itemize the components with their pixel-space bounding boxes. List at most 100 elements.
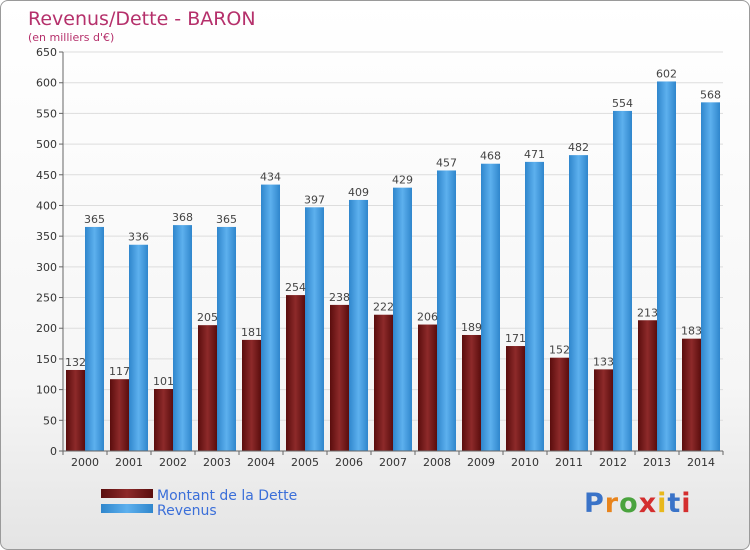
bar-dette-2013 (638, 320, 657, 451)
data-label-revenus-2000: 365 (84, 213, 105, 226)
bar-revenus-2012 (613, 110, 632, 451)
bar-revenus-2013 (657, 81, 676, 452)
y-tick-label: 50 (43, 414, 57, 427)
data-label-dette-2007: 222 (373, 301, 394, 314)
data-label-dette-2005: 254 (285, 281, 306, 294)
data-label-dette-2002: 101 (153, 375, 174, 388)
x-tick-label-2008: 2008 (423, 456, 451, 469)
x-tick-label-2013: 2013 (643, 456, 671, 469)
logo-letter: x (638, 488, 658, 519)
x-tick-label-2004: 2004 (247, 456, 275, 469)
bar-revenus-2000 (85, 226, 104, 451)
bar-dette-2006 (330, 304, 349, 451)
data-label-revenus-2010: 471 (524, 148, 545, 161)
bars: 132 365 117 336 101 368 205 365 181 434 254 397 238 4… (65, 67, 721, 452)
x-tick-label-2014: 2014 (687, 456, 715, 469)
bar-dette-2000 (66, 369, 85, 451)
logo-letter: P (584, 488, 605, 519)
bar-dette-2011 (550, 357, 569, 451)
y-tick-label: 650 (36, 46, 57, 59)
bar-dette-2009 (462, 334, 481, 451)
x-tick-label-2005: 2005 (291, 456, 319, 469)
bar-dette-2014 (682, 338, 701, 451)
data-label-revenus-2005: 397 (304, 193, 325, 206)
x-tick-label-2011: 2011 (555, 456, 583, 469)
data-label-revenus-2014: 568 (700, 88, 721, 101)
legend-label-revenus: Revenus (157, 503, 217, 519)
y-tick-label: 550 (36, 107, 57, 120)
data-label-dette-2008: 206 (417, 311, 438, 324)
data-label-dette-2014: 183 (681, 325, 702, 338)
bar-dette-2001 (110, 379, 129, 451)
bar-revenus-2011 (569, 155, 588, 451)
data-label-revenus-2007: 429 (392, 174, 413, 187)
bar-revenus-2008 (437, 170, 456, 452)
proxiti-logo: Proxiti (584, 488, 692, 519)
data-label-revenus-2011: 482 (568, 141, 589, 154)
y-axis: 0 50 100 150 200 250 300 350 400 450 500 550 600 650 (36, 46, 64, 458)
x-tick-label-2003: 2003 (203, 456, 231, 469)
x-tick-label-2002: 2002 (159, 456, 187, 469)
data-label-revenus-2013: 602 (656, 67, 677, 80)
data-label-dette-2003: 205 (197, 311, 218, 324)
bar-dette-2012 (594, 369, 613, 451)
bar-revenus-2006 (349, 199, 368, 451)
bar-dette-2005 (286, 295, 305, 451)
bar-revenus-2004 (261, 184, 280, 452)
chart-title: Revenus/Dette - BARON (28, 8, 256, 30)
x-tick-label-2012: 2012 (599, 456, 627, 469)
data-label-revenus-2012: 554 (612, 97, 633, 110)
data-label-dette-2000: 132 (65, 356, 86, 369)
data-label-dette-2012: 133 (593, 355, 614, 368)
y-tick-label: 300 (36, 261, 57, 274)
data-label-dette-2001: 117 (109, 365, 130, 378)
bar-revenus-2014 (701, 102, 720, 451)
bar-revenus-2005 (305, 207, 324, 451)
x-tick-label-2010: 2010 (511, 456, 539, 469)
y-tick-label: 200 (36, 322, 57, 335)
data-label-dette-2010: 171 (505, 332, 526, 345)
y-tick-label: 150 (36, 353, 57, 366)
data-label-revenus-2008: 457 (436, 156, 457, 169)
legend-swatch-revenus (101, 504, 153, 513)
bar-revenus-2009 (481, 163, 500, 451)
bar-revenus-2010 (525, 161, 544, 451)
data-label-dette-2009: 189 (461, 321, 482, 334)
legend-label-dette: Montant de la Dette (157, 488, 297, 504)
data-label-revenus-2002: 368 (172, 211, 193, 224)
data-label-revenus-2004: 434 (260, 171, 281, 184)
data-label-revenus-2009: 468 (480, 150, 501, 163)
y-tick-label: 500 (36, 138, 57, 151)
data-label-revenus-2006: 409 (348, 186, 369, 199)
x-tick-label-2007: 2007 (379, 456, 407, 469)
bar-dette-2007 (374, 314, 393, 451)
bar-revenus-2003 (217, 226, 236, 451)
bar-revenus-2001 (129, 244, 148, 451)
bar-dette-2002 (154, 389, 173, 451)
bar-dette-2008 (418, 324, 437, 451)
y-tick-label: 0 (50, 445, 57, 458)
y-tick-label: 350 (36, 230, 57, 243)
data-label-revenus-2001: 336 (128, 231, 149, 244)
chart-subtitle: (en milliers d'€) (28, 31, 114, 44)
logo-letter: t (667, 488, 682, 519)
data-label-dette-2013: 213 (637, 306, 658, 319)
data-label-revenus-2003: 365 (216, 213, 237, 226)
logo-letter: i (657, 488, 668, 519)
bar-dette-2004 (242, 339, 261, 451)
legend: Montant de la Dette Revenus (101, 488, 297, 519)
x-tick-label-2001: 2001 (115, 456, 143, 469)
logo-letter: r (604, 488, 620, 519)
x-tick-label-2009: 2009 (467, 456, 495, 469)
logo-letter: i (681, 488, 692, 519)
bar-dette-2003 (198, 325, 217, 451)
legend-swatch-dette (101, 489, 153, 498)
data-label-dette-2004: 181 (241, 326, 262, 339)
data-label-dette-2011: 152 (549, 344, 570, 357)
x-tick-label-2006: 2006 (335, 456, 363, 469)
x-axis: 2000 2001 2002 2003 2004 2005 2006 2007 2008 2009… (62, 450, 724, 469)
bar-revenus-2007 (393, 187, 412, 451)
logo-letter: o (619, 488, 639, 519)
